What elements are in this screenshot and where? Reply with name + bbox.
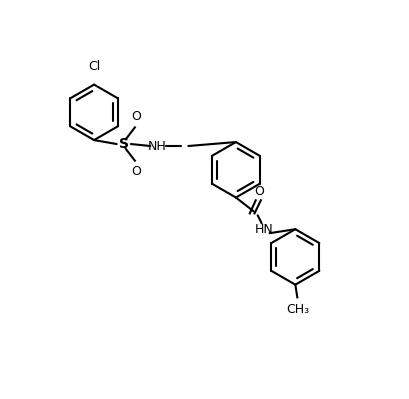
Text: S: S (119, 137, 128, 151)
Text: O: O (254, 184, 264, 198)
Text: CH₃: CH₃ (285, 302, 308, 316)
Text: HN: HN (254, 223, 272, 236)
Text: O: O (131, 165, 141, 178)
Text: Cl: Cl (88, 60, 100, 73)
Text: NH: NH (148, 140, 166, 152)
Text: O: O (131, 111, 141, 123)
